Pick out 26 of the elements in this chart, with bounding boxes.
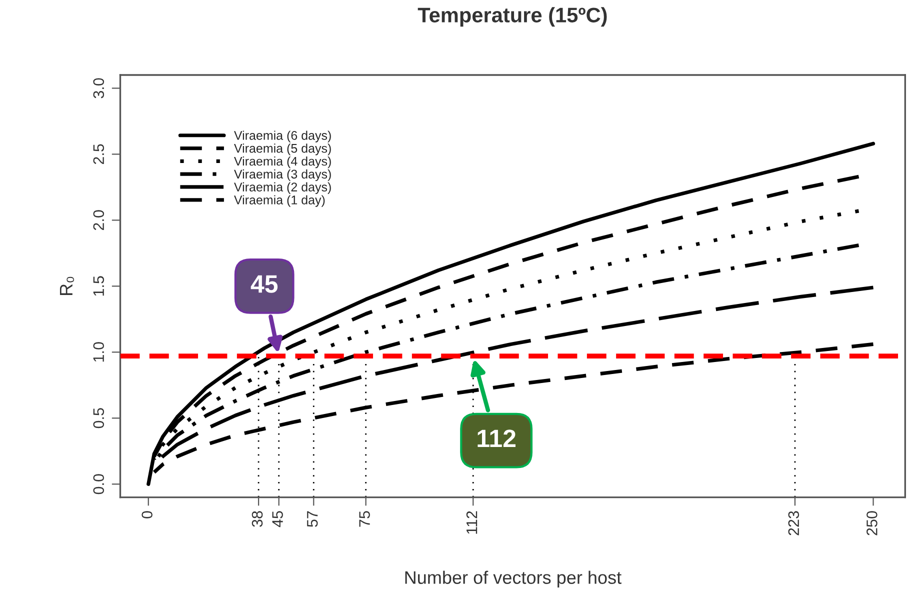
y-tick-label: 1.5 (93, 276, 104, 296)
annotation: 45 (250, 275, 278, 293)
x-tick-label: 45 (272, 511, 283, 528)
y-tick-label: 2.5 (93, 144, 104, 164)
x-tick-label: 38 (252, 511, 263, 527)
y-tick-label: 2.0 (93, 210, 104, 230)
legend-label: Viraemia (2 days) (234, 182, 331, 194)
x-tick-label: 57 (307, 511, 318, 527)
chart-title: Temperature (15ºC) (418, 7, 607, 27)
annotation: 112 (478, 430, 516, 448)
legend-label: Viraemia (1 day) (234, 195, 325, 207)
legend-label: Viraemia (6 days) (234, 130, 331, 142)
x-tick-label: 223 (788, 511, 800, 536)
y-tick-label: 3.0 (93, 78, 104, 98)
y-tick-label: 0.5 (93, 408, 104, 428)
legend-label: Viraemia (3 days) (234, 169, 331, 182)
y-tick-label: 0.0 (93, 474, 104, 494)
y-tick-label: 1.0 (93, 342, 104, 362)
x-axis-title: Number of vectors per host (405, 570, 622, 588)
legend-label: Viraemia (5 days) (234, 144, 331, 156)
x-tick-label: 250 (866, 511, 878, 536)
x-tick-label: 0 (142, 511, 152, 518)
x-tick-label: 75 (359, 511, 370, 527)
legend-label: Viraemia (4 days) (234, 156, 331, 168)
y-axis-title: R₀ (60, 276, 74, 295)
x-tick-label: 112 (466, 511, 478, 534)
